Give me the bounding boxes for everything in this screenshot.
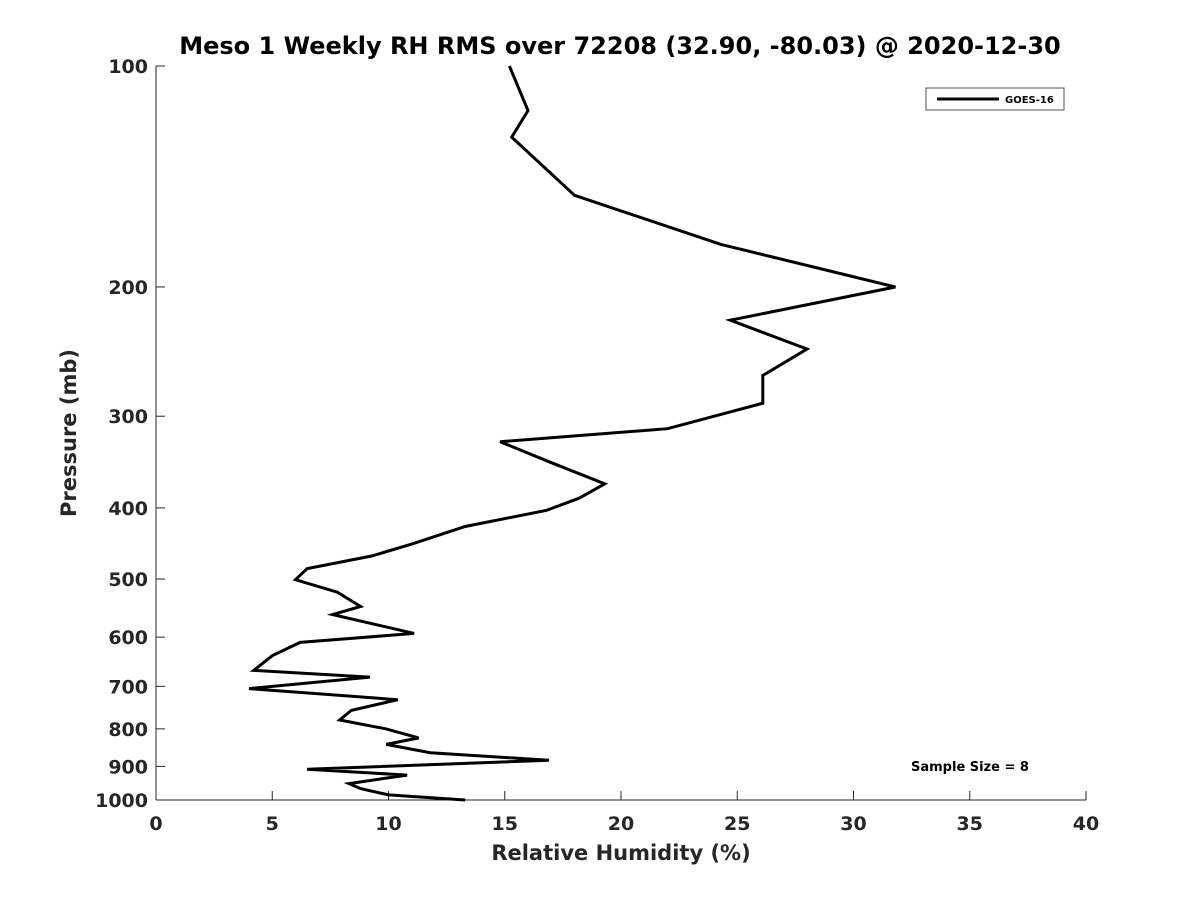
x-tick-label: 10 [375,813,401,835]
x-axis-label: Relative Humidity (%) [491,841,750,865]
x-tick-group: 0 5 10 15 20 25 30 35 40 [149,791,1099,835]
y-tick-label: 300 [108,406,148,428]
y-axis-label: Pressure (mb) [57,349,81,517]
x-tick-label: 25 [724,813,750,835]
sample-size-annotation: Sample Size = 8 [911,760,1029,775]
x-tick-label: 40 [1073,813,1099,835]
y-tick-label: 400 [108,498,148,520]
x-tick-label: 5 [266,813,279,835]
y-tick-label: 900 [108,756,148,778]
chart-title: Meso 1 Weekly RH RMS over 72208 (32.90, … [179,32,1061,60]
y-tick-label: 600 [108,627,148,649]
legend: GOES-16 [925,87,1065,111]
x-tick-label: 20 [608,813,634,835]
y-tick-label: 700 [108,676,148,698]
series-line-goes-16 [248,65,896,802]
series-layer [248,65,896,802]
y-tick-label: 500 [108,569,148,591]
legend-label-goes-16: GOES-16 [1005,95,1054,106]
y-tick-label: 800 [108,719,148,741]
x-tick-label: 30 [840,813,866,835]
y-tick-group: 100 200 300 400 500 600 700 800 900 1000 [95,56,165,812]
y-tick-label: 1000 [95,790,148,812]
x-tick-label: 0 [149,813,162,835]
x-tick-label: 35 [957,813,983,835]
y-tick-label: 100 [108,56,148,78]
x-tick-label: 15 [492,813,518,835]
y-tick-label: 200 [108,277,148,299]
